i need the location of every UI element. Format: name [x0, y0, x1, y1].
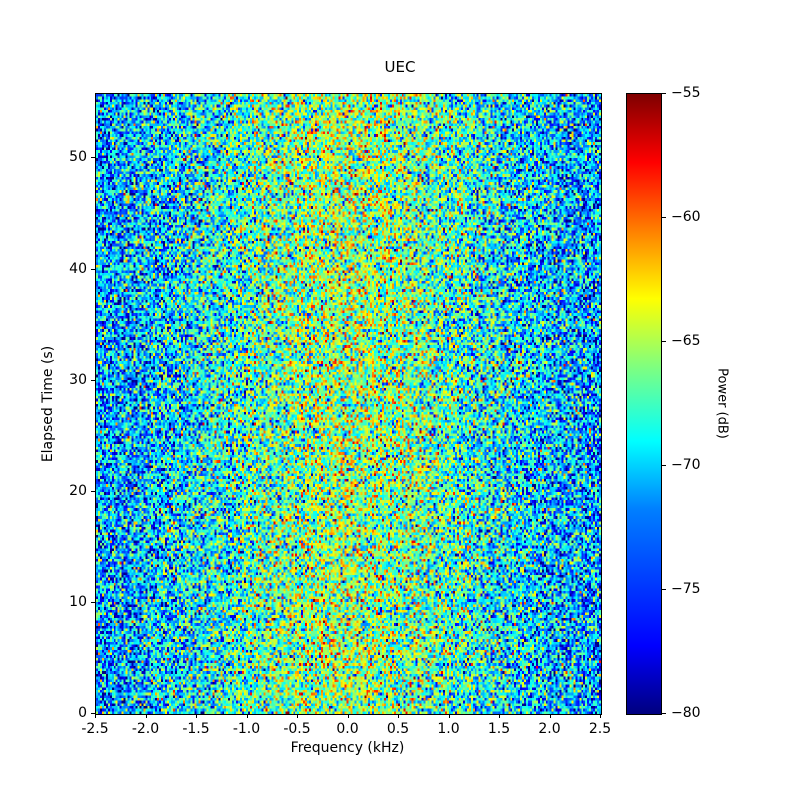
y-tick-mark	[91, 713, 95, 714]
x-tick-label: 2.0	[538, 721, 561, 737]
x-tick-mark	[448, 714, 450, 718]
y-tick-mark	[91, 268, 95, 270]
y-tick-mark	[91, 490, 95, 492]
colorbar-tick-mark	[661, 465, 666, 466]
x-tick-mark	[398, 714, 399, 718]
y-tick-mark	[91, 379, 95, 381]
x-tick-mark	[196, 714, 197, 718]
x-tick-mark	[297, 714, 298, 718]
colorbar-tick-label: −55	[671, 85, 701, 101]
x-tick-label: -2.0	[131, 721, 160, 737]
colorbar-tick-label: −70	[671, 457, 701, 473]
x-tick-mark	[347, 714, 349, 718]
y-tick-label: 20	[69, 482, 87, 499]
y-tick-label: 40	[69, 260, 87, 277]
x-tick-label: -0.5	[283, 721, 311, 737]
colorbar-tick-mark	[661, 341, 666, 342]
spectrogram-heatmap	[96, 94, 601, 714]
x-tick-mark	[499, 714, 500, 718]
x-tick-label: 1.5	[487, 721, 511, 737]
x-tick-mark	[246, 714, 248, 718]
x-tick-label: 1.0	[437, 721, 460, 737]
y-tick-label: 10	[69, 593, 87, 610]
y-tick-mark	[91, 157, 95, 159]
x-axis-label: Frequency (kHz)	[290, 740, 405, 756]
spectrogram-plot-area	[95, 93, 602, 715]
colorbar-tick-label: −60	[671, 209, 701, 225]
x-tick-label: 0.5	[386, 721, 410, 737]
colorbar-tick-mark	[661, 93, 666, 94]
y-tick-label: 50	[69, 149, 87, 166]
y-axis-label: Elapsed Time (s)	[40, 345, 56, 463]
y-tick-mark	[91, 601, 95, 603]
colorbar-tick-label: −75	[671, 581, 701, 597]
x-tick-mark	[600, 714, 601, 718]
colorbar-tick-mark	[661, 713, 666, 714]
x-tick-label: 0.0	[336, 721, 359, 737]
x-tick-mark	[145, 714, 147, 718]
colorbar	[626, 93, 662, 715]
x-tick-label: 2.5	[588, 721, 612, 737]
colorbar-tick-mark	[661, 217, 666, 218]
colorbar-label: Power (dB)	[714, 368, 730, 439]
title-line-station: UEC	[384, 58, 416, 76]
colorbar-tick-label: −65	[671, 333, 701, 349]
x-tick-label: -2.5	[81, 721, 109, 737]
y-tick-label: 30	[69, 371, 87, 388]
x-tick-label: -1.5	[182, 721, 210, 737]
colorbar-tick-mark	[661, 589, 666, 590]
x-tick-label: -1.0	[232, 721, 261, 737]
y-tick-label: 0	[78, 705, 87, 721]
colorbar-gradient	[627, 94, 661, 714]
x-tick-mark	[549, 714, 551, 718]
x-tick-mark	[95, 714, 96, 718]
colorbar-tick-label: −80	[671, 705, 701, 721]
